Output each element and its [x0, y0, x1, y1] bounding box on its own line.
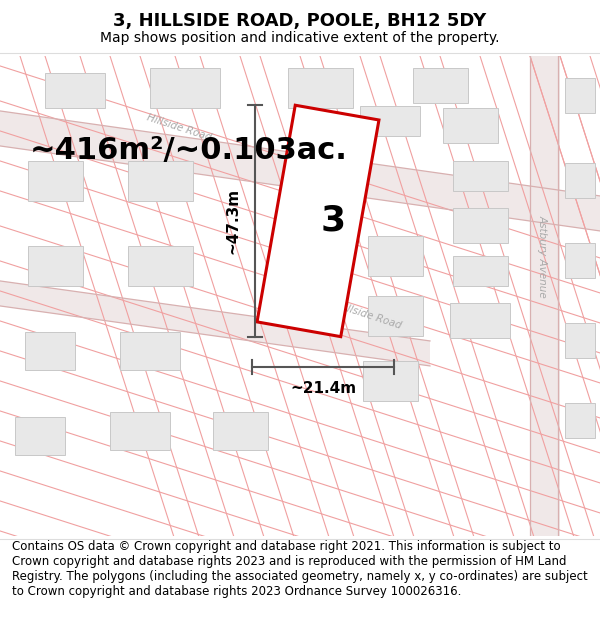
Polygon shape [360, 106, 420, 136]
Polygon shape [128, 246, 193, 286]
Polygon shape [565, 78, 595, 114]
Text: ~416m²/~0.103ac.: ~416m²/~0.103ac. [30, 136, 348, 166]
Polygon shape [367, 296, 422, 336]
Polygon shape [362, 361, 418, 401]
Polygon shape [367, 236, 422, 276]
Text: Contains OS data © Crown copyright and database right 2021. This information is : Contains OS data © Crown copyright and d… [12, 541, 588, 598]
Polygon shape [452, 161, 508, 191]
Polygon shape [0, 281, 430, 366]
Text: Astbury Avenue: Astbury Avenue [538, 214, 548, 298]
Polygon shape [565, 163, 595, 199]
Polygon shape [413, 68, 467, 103]
Polygon shape [452, 256, 508, 286]
Text: Hillside Road: Hillside Road [145, 112, 212, 143]
Polygon shape [28, 161, 83, 201]
Polygon shape [120, 332, 180, 370]
Text: ~21.4m: ~21.4m [290, 381, 356, 396]
Polygon shape [452, 209, 508, 243]
Polygon shape [150, 68, 220, 108]
Polygon shape [28, 246, 83, 286]
Text: 3, HILLSIDE ROAD, POOLE, BH12 5DY: 3, HILLSIDE ROAD, POOLE, BH12 5DY [113, 12, 487, 29]
Polygon shape [530, 56, 560, 536]
Polygon shape [565, 243, 595, 279]
Polygon shape [45, 73, 105, 109]
Polygon shape [443, 109, 497, 143]
Polygon shape [0, 111, 600, 231]
Text: 3: 3 [320, 204, 346, 238]
Text: Map shows position and indicative extent of the property.: Map shows position and indicative extent… [100, 31, 500, 45]
Text: Hillside Road: Hillside Road [335, 301, 402, 331]
Polygon shape [450, 303, 510, 339]
Polygon shape [565, 404, 595, 439]
Polygon shape [128, 161, 193, 201]
Polygon shape [287, 68, 353, 108]
Polygon shape [110, 412, 170, 450]
Polygon shape [565, 324, 595, 358]
Polygon shape [25, 332, 75, 370]
Polygon shape [212, 412, 268, 450]
Polygon shape [257, 105, 379, 337]
Text: ~47.3m: ~47.3m [225, 188, 240, 254]
Polygon shape [15, 417, 65, 455]
